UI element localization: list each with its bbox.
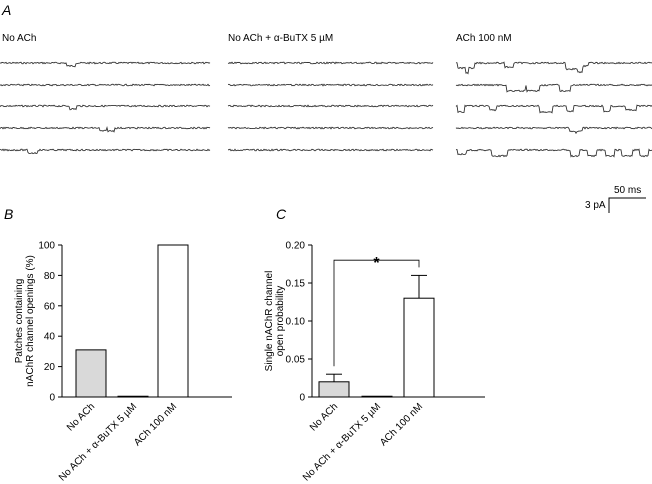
bar bbox=[75, 349, 107, 398]
y-tick-label: 0.05 bbox=[286, 355, 306, 366]
trace-2-1 bbox=[455, 83, 652, 93]
scale-bar-time-label: 50 ms bbox=[614, 185, 642, 196]
y-tick-label: 0.15 bbox=[286, 279, 306, 290]
y-tick-label: 40 bbox=[44, 332, 56, 343]
panel-letter: B bbox=[4, 206, 13, 222]
trace-1-2 bbox=[227, 104, 434, 108]
trace-2-4 bbox=[455, 148, 652, 158]
trace-1-4 bbox=[227, 148, 434, 152]
scale-bar bbox=[608, 197, 646, 213]
category-label: No ACh bbox=[65, 401, 97, 433]
bar bbox=[318, 381, 350, 398]
trace-1-0 bbox=[227, 61, 434, 65]
panel-a-letter: A bbox=[2, 2, 12, 18]
trace-2-2 bbox=[455, 104, 652, 114]
trace-0-2 bbox=[0, 104, 211, 111]
y-tick-label: 0.20 bbox=[286, 241, 306, 252]
y-tick-label: 20 bbox=[44, 362, 56, 373]
trace-1-1 bbox=[227, 83, 434, 87]
category-label: No ACh + α-BuTX 5 µM bbox=[57, 401, 139, 483]
category-label: No ACh + α-BuTX 5 µM bbox=[301, 401, 383, 483]
category-label: No ACh bbox=[308, 401, 340, 433]
trace-2-3 bbox=[455, 126, 652, 135]
y-axis-label-line: Patches containing bbox=[14, 279, 25, 364]
y-axis-label-line: nAChR channel openings (%) bbox=[25, 255, 36, 387]
trace-0-3 bbox=[0, 126, 211, 133]
bar bbox=[157, 244, 189, 398]
trace-0-0 bbox=[0, 61, 211, 68]
category-label: ACh 100 nM bbox=[132, 401, 179, 448]
trace-1-3 bbox=[227, 126, 434, 130]
condition-label-no-ach-butx: No ACh + α-BuTX 5 µM bbox=[228, 33, 334, 44]
chart-c: C Single nAChR channel open probability 0 0.… bbox=[264, 206, 485, 484]
y-tick-label: 0.10 bbox=[286, 317, 306, 328]
bar bbox=[403, 297, 435, 398]
y-tick-label: 100 bbox=[38, 241, 55, 252]
bar bbox=[117, 395, 149, 398]
chart-b: B Patches containing nAChR channel opening… bbox=[4, 206, 232, 484]
y-axis-label-line: Single nAChR channel bbox=[264, 271, 275, 372]
y-tick-label: 80 bbox=[44, 271, 56, 282]
y-tick-label: 60 bbox=[44, 301, 56, 312]
trace-0-4 bbox=[0, 148, 211, 155]
y-axis-label-line: open probability bbox=[275, 286, 286, 357]
panel-letter: C bbox=[276, 206, 287, 222]
y-tick-label: 0 bbox=[49, 393, 55, 404]
category-label: ACh 100 nM bbox=[378, 401, 425, 448]
y-tick-label: 0 bbox=[299, 393, 305, 404]
trace-0-1 bbox=[0, 83, 211, 87]
significance-bracket bbox=[333, 259, 420, 367]
significance-star: * bbox=[373, 255, 380, 272]
condition-label-no-ach: No ACh bbox=[2, 33, 37, 44]
current-traces bbox=[0, 61, 652, 158]
scale-bar-current-label: 3 pA bbox=[585, 200, 606, 211]
trace-2-0 bbox=[455, 61, 652, 75]
bar bbox=[361, 395, 393, 398]
condition-label-ach: ACh 100 nM bbox=[456, 33, 512, 44]
